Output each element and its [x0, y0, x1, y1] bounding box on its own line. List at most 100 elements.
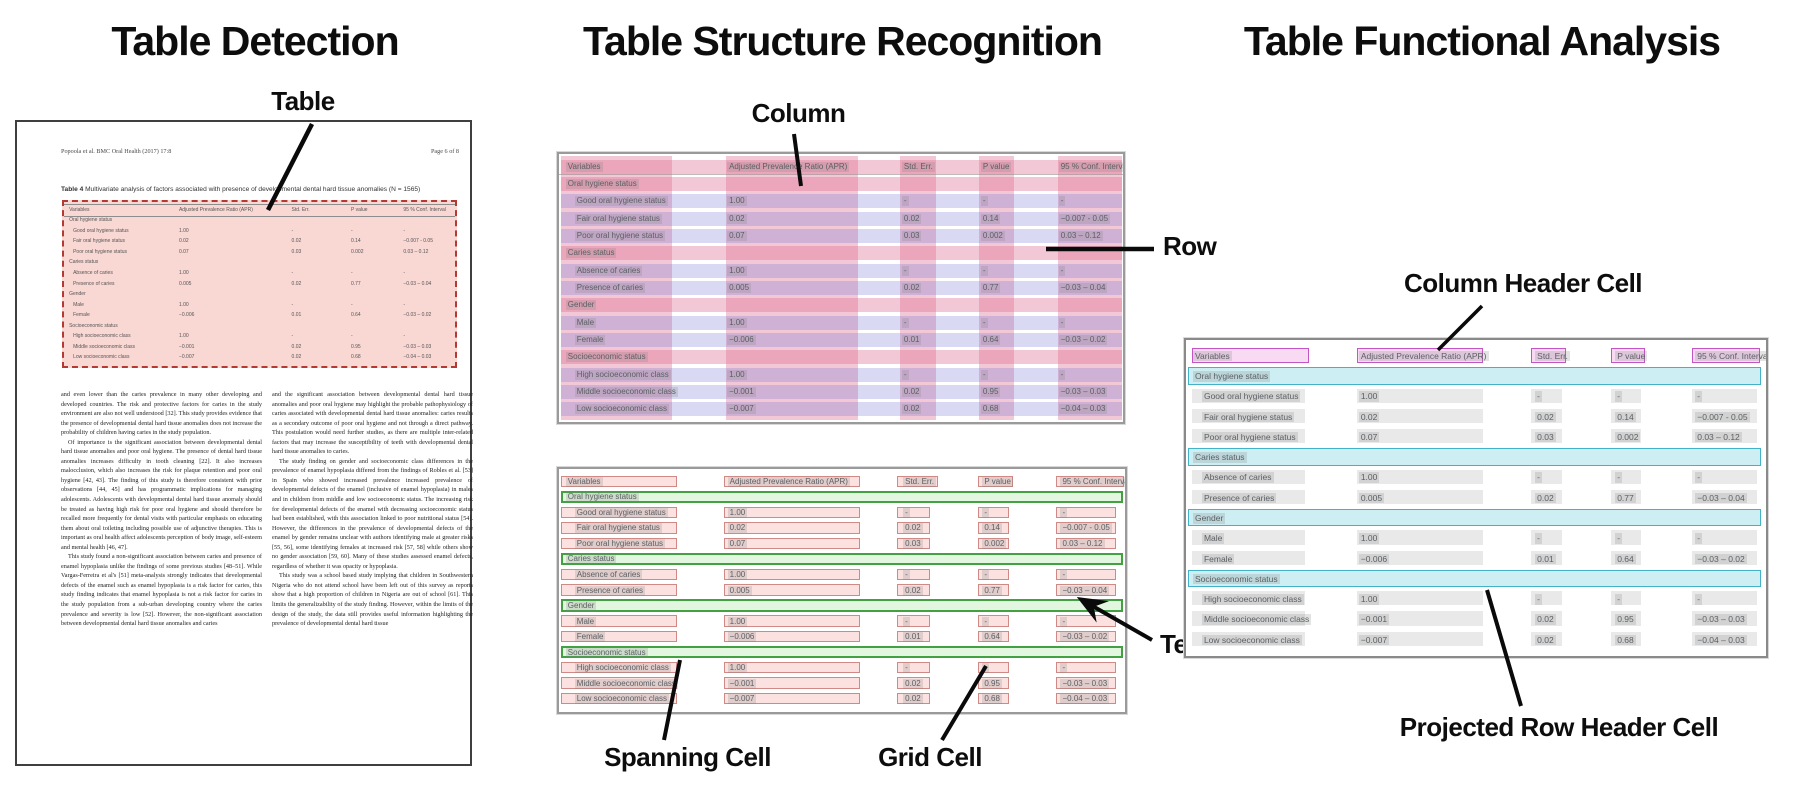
row-band [561, 332, 1122, 348]
text-cell-box [1356, 550, 1483, 565]
cell-text: Poor oral hygiene status [73, 248, 127, 255]
cell-text: −0.04 – 0.03 [1060, 694, 1110, 705]
section-header-text: Gender [1192, 513, 1226, 524]
document-column-right: and the significant association between … [272, 390, 473, 629]
cell-text: 1.00 [178, 301, 189, 308]
column-header-text: 95 % Conf. Interval [1695, 350, 1766, 362]
cell-text: - [1060, 507, 1068, 518]
text-cell-box [1610, 489, 1642, 505]
cell-text: 0.77 [350, 280, 361, 287]
cell-text: 0.64 [980, 335, 1001, 345]
cell-text: Male [574, 317, 597, 328]
cell-text: - [291, 333, 294, 340]
column-band [899, 156, 936, 420]
cell-text: - [1060, 616, 1068, 627]
cell-text: 1.00 [727, 196, 747, 207]
grid-cell-box [897, 537, 931, 550]
row-band [561, 402, 1122, 417]
grid-cell-box [724, 677, 861, 689]
cell-text: Presence of caries [73, 280, 115, 287]
column-header-text: Adjusted Prevalence Ratio (APR) [1358, 350, 1489, 362]
column-header-cell-box [561, 475, 677, 488]
cell-text: −0.03 – 0.02 [1060, 632, 1110, 643]
cell-text: Female [73, 312, 90, 319]
cell-text: −0.001 [727, 678, 757, 689]
cell-text: Poor oral hygiene status [574, 231, 666, 241]
cell-text: 1.00 [178, 333, 189, 340]
text-cell-box [1356, 631, 1483, 646]
cell-text: −0.03 – 0.03 [1060, 678, 1110, 689]
grid-cell-box [561, 568, 677, 581]
text-cell-box [1610, 530, 1642, 545]
row-band [561, 280, 1122, 296]
text-cell-box [1691, 489, 1758, 505]
table-caption-text: Multivariate analysis of factors associa… [83, 186, 421, 193]
cell-text: 0.002 [1615, 431, 1641, 443]
cell-text: 0.005 [727, 585, 752, 596]
projected-row-header-cell-box [1188, 569, 1762, 588]
cell-text: 0.01 [291, 312, 302, 319]
document-paragraph: This study was a school based study impl… [272, 572, 473, 628]
cell-text: −0.001 [727, 387, 756, 397]
text-cell-box [1530, 550, 1562, 565]
cell-text: −0.006 [1358, 553, 1390, 565]
grid-cell-box [724, 584, 861, 596]
row-band [561, 263, 1122, 278]
section-header-text: Socioeconomic status [565, 647, 648, 658]
cell-text: 1.00 [727, 663, 748, 674]
document-header: Page 6 of 8 Popoola et al. BMC Oral Heal… [61, 148, 459, 155]
text-cell-box [1356, 611, 1483, 626]
cell-text: 0.01 [1535, 553, 1556, 565]
grid-cell-box [561, 522, 677, 534]
row-band [561, 194, 1122, 209]
cell-text: - [291, 301, 294, 308]
cell-text: −0.001 [1358, 614, 1390, 625]
grid-cell-box [977, 568, 1009, 581]
document-paragraph: Of importance is the significant associa… [61, 438, 262, 551]
detected-table-region: Variables Adjusted Prevalence Ratio (APR)… [62, 200, 457, 368]
cell-text: 0.02 [901, 213, 922, 224]
text-cell-box [1191, 611, 1306, 626]
cell-text: −0.007 [1358, 634, 1390, 646]
cell-text: 0.95 [1615, 614, 1636, 625]
cell-text: - [403, 333, 406, 340]
grid-cell-box [897, 615, 931, 627]
cell-text: 0.02 [178, 238, 189, 245]
grid-cell-box [724, 630, 861, 643]
cell-text: - [1535, 533, 1542, 544]
cell-text: 0.64 [1615, 553, 1636, 565]
cell-text: 0.02 [1535, 411, 1556, 423]
cell-text: 0.07 [1358, 431, 1380, 443]
column-header-text: P value [980, 161, 1012, 172]
text-cell-box [1530, 591, 1562, 606]
cell-text: 0.02 [901, 404, 922, 415]
column-header-text: Std. Err. [1535, 350, 1570, 362]
cell-text: - [980, 369, 988, 380]
row-band [561, 384, 1122, 400]
text-cell-box [1191, 408, 1306, 424]
text-cell-box [1356, 408, 1483, 424]
cell-text: Female [1201, 553, 1235, 565]
text-cell-box [1610, 611, 1642, 626]
cell-text: - [1058, 317, 1066, 328]
annotation-projected-row-header-cell: Projected Row Header Cell [1399, 712, 1719, 742]
cell-text: 0.002 [982, 538, 1007, 549]
cell-text: 1.00 [727, 265, 747, 276]
cell-text: - [1058, 196, 1066, 207]
column-header-text: 95 % Conf. Interval [403, 206, 446, 213]
document-paragraph: and even lower than the caries prevalenc… [61, 391, 262, 437]
cell-text: - [1695, 533, 1703, 544]
cell-text: −0.007 [727, 694, 757, 705]
grid-cell-box [977, 522, 1009, 534]
spanning-cell-box [561, 599, 1123, 612]
cell-text: 0.02 [291, 343, 302, 350]
column-header-cell-box [1356, 347, 1483, 363]
cell-text: 1.00 [1358, 594, 1380, 605]
cell-text: 0.02 [1535, 634, 1556, 646]
cell-text: −0.03 – 0.04 [1060, 585, 1110, 596]
cell-text: Middle socioeconomic class [73, 343, 136, 350]
cell-text: 0.14 [350, 238, 361, 245]
section-header-text: Caries status [565, 248, 617, 259]
cell-text: 0.02 [1535, 614, 1556, 625]
cell-text: - [980, 196, 988, 207]
